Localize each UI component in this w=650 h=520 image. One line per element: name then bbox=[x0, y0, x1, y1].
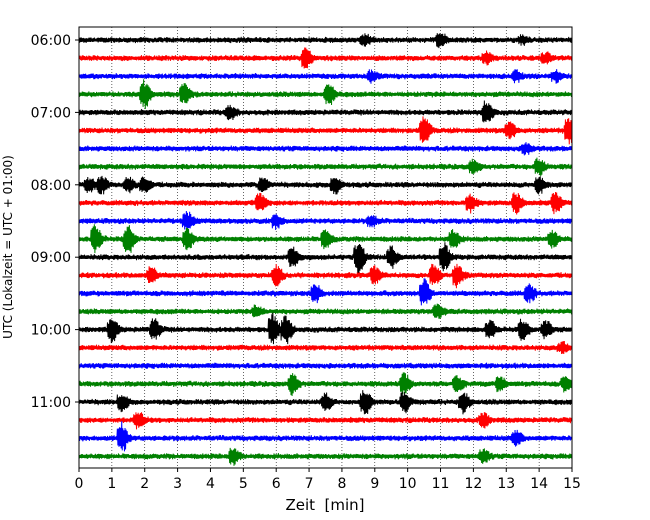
y-tick-label: 10:00 bbox=[31, 323, 71, 339]
y-tick-label: 09:00 bbox=[31, 250, 71, 266]
seismogram-trace bbox=[78, 447, 573, 466]
seismogram-trace bbox=[78, 341, 573, 355]
x-tick-label: 6 bbox=[272, 476, 281, 492]
x-tick-label: 11 bbox=[432, 476, 450, 492]
x-axis-label: Zeit [min] bbox=[285, 496, 364, 514]
y-tick-label: 06:00 bbox=[31, 33, 71, 49]
seismogram-trace bbox=[78, 412, 573, 430]
y-tick-label: 11:00 bbox=[31, 395, 71, 411]
seismogram-trace bbox=[78, 278, 573, 306]
x-tick-label: 5 bbox=[239, 476, 248, 492]
y-tick-label: 07:00 bbox=[31, 105, 71, 121]
x-tick-label: 3 bbox=[173, 476, 182, 492]
seismogram-trace bbox=[78, 303, 573, 319]
seismogram-trace bbox=[78, 312, 573, 345]
seismogram-trace bbox=[78, 224, 573, 254]
seismogram-trace bbox=[78, 79, 573, 110]
seismogram-trace bbox=[78, 390, 573, 415]
x-tick-label: 9 bbox=[370, 476, 379, 492]
x-tick-label: 12 bbox=[464, 476, 482, 492]
x-tick-label: 0 bbox=[75, 476, 84, 492]
x-tick-label: 13 bbox=[497, 476, 515, 492]
y-tick-label: 08:00 bbox=[31, 178, 71, 194]
x-axis-ticks: 0 1 2 3 4 5 6 7 8 9 10 11 12 13 14 15 bbox=[75, 468, 581, 492]
seismogram-trace bbox=[78, 263, 573, 289]
seismogram-trace bbox=[78, 47, 573, 69]
seismogram-trace bbox=[78, 116, 573, 145]
seismogram-trace bbox=[78, 211, 573, 231]
x-tick-label: 2 bbox=[140, 476, 149, 492]
x-tick-label: 1 bbox=[107, 476, 116, 492]
seismogram-trace bbox=[78, 100, 573, 123]
seismogram-trace bbox=[78, 362, 573, 369]
seismogram-trace bbox=[78, 175, 573, 195]
seismogram-trace bbox=[78, 157, 573, 177]
y-axis-ticks: 06:00 07:00 08:00 09:00 10:00 11:00 bbox=[31, 33, 79, 411]
seismogram-trace bbox=[78, 142, 573, 156]
seismogram-trace bbox=[78, 33, 573, 49]
x-tick-label: 8 bbox=[337, 476, 346, 492]
seismogram-trace bbox=[78, 421, 573, 452]
y-axis-label: UTC (Lokalzeit = UTC + 01:00) bbox=[1, 155, 15, 339]
x-tick-label: 15 bbox=[563, 476, 581, 492]
seismogram-trace bbox=[78, 242, 573, 276]
x-tick-label: 14 bbox=[530, 476, 548, 492]
x-tick-label: 4 bbox=[206, 476, 215, 492]
seismogram-trace bbox=[78, 372, 573, 396]
x-tick-label: 10 bbox=[399, 476, 417, 492]
seismogram-trace bbox=[78, 191, 573, 215]
plot-frame bbox=[78, 26, 573, 469]
x-tick-label: 7 bbox=[305, 476, 314, 492]
seismogram-traces bbox=[78, 33, 573, 466]
seismogram-trace bbox=[78, 69, 573, 84]
